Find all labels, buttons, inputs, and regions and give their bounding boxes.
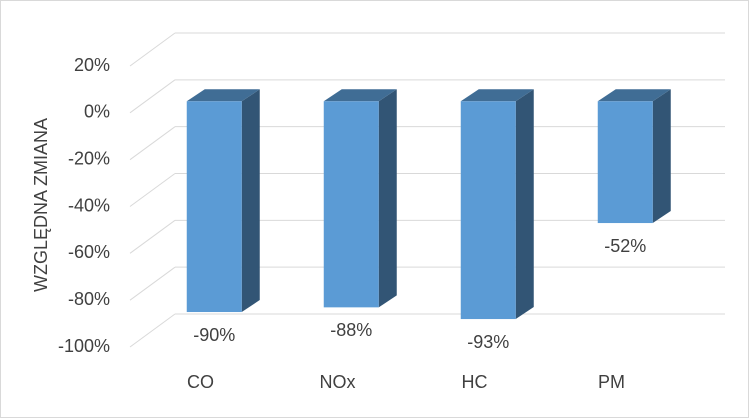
bar-top xyxy=(597,89,671,102)
bar xyxy=(323,101,379,308)
grid-line xyxy=(129,266,176,301)
bar-side xyxy=(652,89,671,224)
data-label: -88% xyxy=(330,320,372,340)
grid-line xyxy=(129,79,176,114)
grid-line xyxy=(129,32,176,67)
bar-side xyxy=(515,89,534,320)
x-tick-label: HC xyxy=(462,372,488,392)
y-tick-label: -80% xyxy=(68,289,110,309)
data-label: -90% xyxy=(193,325,235,345)
bar xyxy=(186,101,242,313)
bar-top xyxy=(460,89,534,102)
grid-line xyxy=(129,173,176,207)
bar-top xyxy=(323,89,397,102)
bar xyxy=(597,101,653,224)
bar-side xyxy=(241,89,260,313)
data-label: -93% xyxy=(467,332,509,352)
bar-top xyxy=(186,89,260,102)
y-axis-title: WZGLĘDNA ZMIANA xyxy=(31,118,51,292)
data-label: -52% xyxy=(604,236,646,256)
y-tick-label: 0% xyxy=(84,102,110,122)
y-tick-label: -60% xyxy=(68,242,110,262)
x-tick-label: CO xyxy=(187,372,214,392)
grid-line xyxy=(129,313,176,348)
grid-line xyxy=(129,126,176,161)
y-tick-label: 20% xyxy=(74,55,110,75)
y-tick-label: -40% xyxy=(68,195,110,215)
y-tick-label: -20% xyxy=(68,148,110,168)
grid-line xyxy=(129,219,176,254)
y-tick-label: -100% xyxy=(58,336,110,356)
bar-side xyxy=(378,89,397,308)
bar xyxy=(460,101,516,320)
x-tick-label: PM xyxy=(598,372,625,392)
x-tick-label: NOx xyxy=(320,372,356,392)
